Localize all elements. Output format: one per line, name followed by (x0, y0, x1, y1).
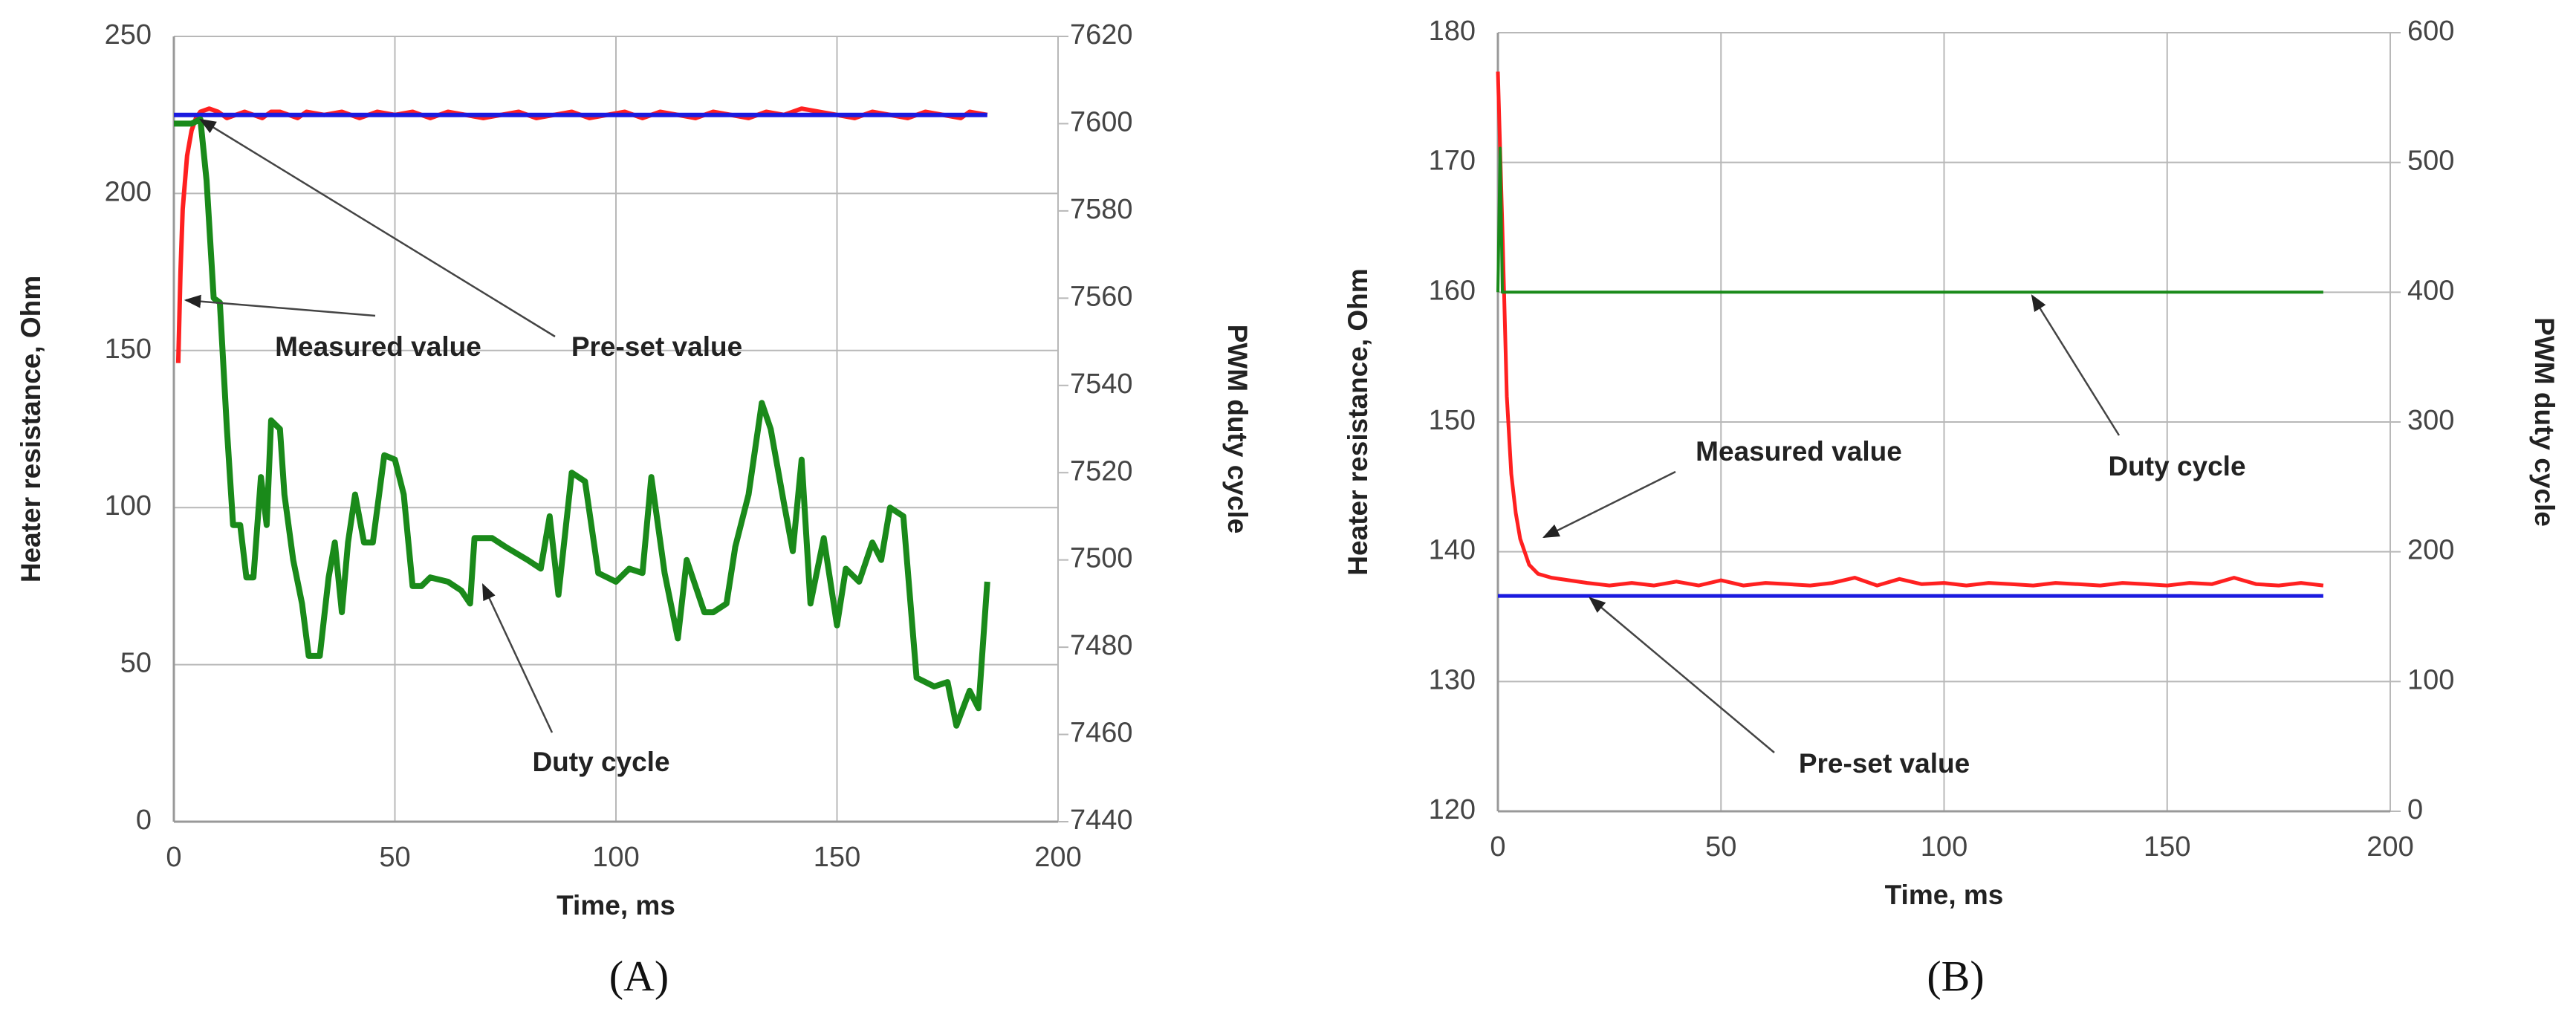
caption: (B) (1927, 952, 1984, 1000)
y2-tick-label: 7460 (1070, 718, 1133, 749)
y-tick-label: 100 (105, 490, 152, 522)
caption: (A) (609, 952, 669, 1000)
y2-tick-label: 100 (2407, 664, 2454, 695)
annotation: Pre-set value (571, 331, 742, 362)
y2-tick-label: 7520 (1070, 455, 1133, 487)
y-tick-label: 150 (105, 334, 152, 365)
y2-axis-label: PWM duty cycle (1222, 325, 1253, 534)
series-line (175, 106, 988, 363)
x-axis-label: Time, ms (557, 890, 675, 921)
y-tick-label: 140 (1429, 535, 1476, 566)
x-tick-label: 50 (1705, 831, 1736, 863)
y2-tick-label: 300 (2407, 405, 2454, 436)
annotation: Duty cycle (532, 747, 669, 777)
y-tick-label: 150 (1429, 405, 1476, 436)
x-tick-label: 150 (2144, 831, 2190, 863)
y-tick-label: 180 (1429, 16, 1476, 47)
annotation: Measured value (275, 331, 481, 362)
y-tick-label: 170 (1429, 146, 1476, 177)
x-tick-label: 150 (814, 842, 860, 873)
y2-tick-label: 7480 (1070, 630, 1133, 661)
annotation-arrow (2031, 294, 2121, 436)
x-tick-label: 200 (1034, 842, 1081, 873)
x-tick-label: 50 (379, 842, 410, 873)
y-axis-label: Heater resistance, Ohm (16, 276, 46, 582)
y2-tick-label: 0 (2407, 794, 2423, 825)
y2-tick-label: 7600 (1070, 106, 1133, 137)
x-tick-label: 200 (2366, 831, 2413, 863)
y2-tick-label: 600 (2407, 16, 2454, 47)
chart-panel: 0 50 100 150 200 120 130 140 150 160 170 180 0 100 200… (1343, 16, 2560, 1000)
annotation-arrow (1542, 470, 1676, 539)
y-axis-label: Heater resistance, Ohm (1343, 268, 1373, 575)
annotation: Duty cycle (2108, 451, 2245, 481)
y2-tick-label: 7440 (1070, 805, 1133, 836)
annotation-arrow (1589, 597, 1775, 753)
y-tick-label: 0 (136, 805, 152, 836)
x-tick-label: 100 (1921, 831, 1967, 863)
x-tick-label: 0 (166, 842, 181, 873)
annotation: Pre-set value (1799, 748, 1970, 779)
y-tick-label: 250 (105, 19, 152, 51)
y-tick-label: 200 (105, 176, 152, 207)
y2-tick-label: 400 (2407, 275, 2454, 306)
annotation-arrow (481, 582, 554, 733)
series-line (174, 116, 990, 729)
chart-panel: 0 50 100 150 200 0 50 100 150 200 250 7440 7460 7480 7… (16, 19, 1253, 1000)
x-tick-label: 100 (592, 842, 639, 873)
annotation: Measured value (1696, 436, 1902, 467)
x-tick-label: 0 (1490, 831, 1505, 863)
y-tick-label: 160 (1429, 275, 1476, 306)
y-tick-label: 120 (1429, 794, 1476, 825)
y2-tick-label: 7560 (1070, 281, 1133, 312)
y2-tick-label: 7500 (1070, 543, 1133, 574)
y-tick-label: 130 (1429, 664, 1476, 695)
y2-tick-label: 7580 (1070, 194, 1133, 225)
series-line (1496, 146, 2323, 294)
annotation-arrow (199, 118, 556, 338)
y2-axis-label: PWM duty cycle (2529, 317, 2560, 527)
y2-tick-label: 7540 (1070, 368, 1133, 400)
annotation-arrow (184, 294, 376, 317)
y2-tick-label: 7620 (1070, 19, 1133, 51)
x-axis-label: Time, ms (1885, 880, 2004, 910)
y-tick-label: 50 (120, 648, 152, 679)
y2-tick-label: 500 (2407, 146, 2454, 177)
y2-tick-label: 200 (2407, 535, 2454, 566)
series-line (1496, 71, 2324, 588)
